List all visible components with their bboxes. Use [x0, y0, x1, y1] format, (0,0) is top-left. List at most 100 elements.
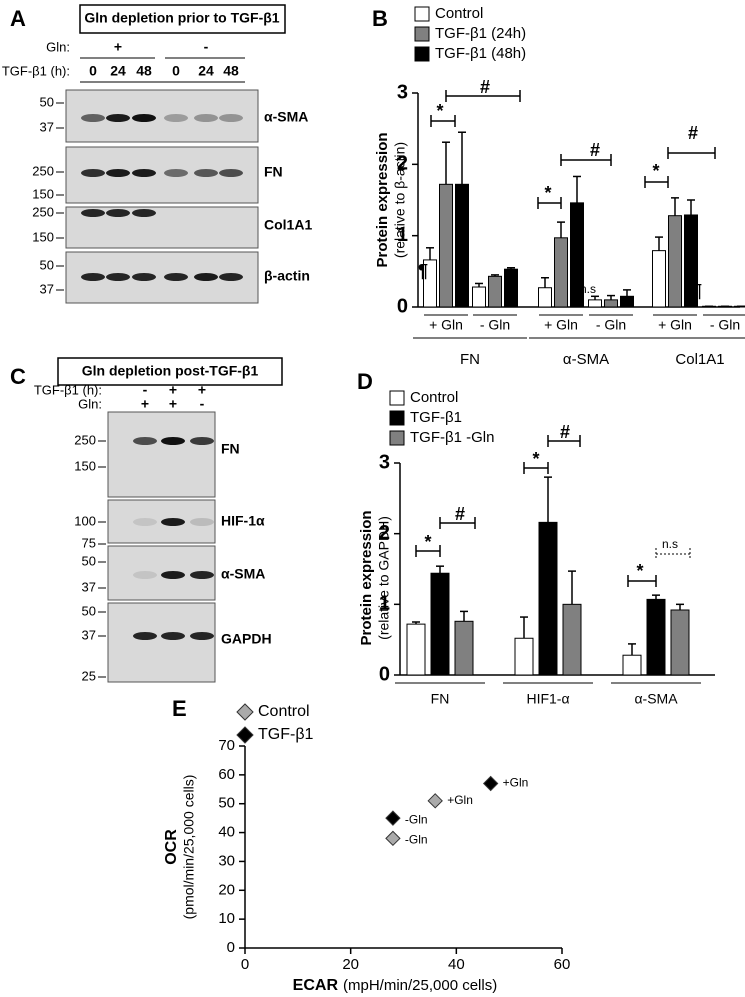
y-tick-label: 60	[218, 766, 235, 783]
blot-band	[161, 571, 185, 579]
legend-swatch	[414, 46, 430, 62]
x-tick-label: 20	[342, 956, 359, 973]
blot-band	[164, 169, 188, 177]
bar	[423, 259, 437, 308]
x-tick-label: FN	[431, 691, 450, 707]
lane-label: 24	[110, 63, 126, 79]
bar	[538, 521, 558, 676]
bar	[514, 637, 534, 676]
point	[427, 793, 443, 809]
legend-label: Control	[435, 5, 483, 22]
mw-marker: 37	[40, 119, 54, 134]
annotation: *	[636, 561, 643, 581]
mw-marker: 250	[32, 163, 54, 178]
legend-label: Control	[410, 389, 458, 406]
blot-band	[164, 114, 188, 122]
bar	[472, 286, 486, 308]
mw-marker: 50	[82, 553, 96, 568]
bar	[439, 183, 453, 308]
bar	[718, 305, 732, 308]
blot-band	[219, 169, 243, 177]
protein-label: α-SMA	[221, 566, 265, 582]
mw-marker: 150	[32, 229, 54, 244]
mw-marker: 50	[40, 94, 54, 109]
annotation: *	[544, 183, 551, 203]
x-tick-label: 0	[241, 956, 249, 973]
bar	[570, 202, 584, 308]
legend-marker	[236, 703, 254, 721]
y-tick-label: 2	[379, 522, 390, 544]
bar	[554, 237, 568, 308]
legend-label: TGF-β1	[258, 726, 314, 743]
legend-swatch	[389, 390, 405, 406]
y-tick-label: 20	[218, 881, 235, 898]
row-label: TGF-β1 (h):	[34, 382, 102, 397]
blot-band	[190, 571, 214, 579]
lane-label: 0	[172, 63, 180, 79]
blot-band	[161, 518, 185, 526]
annotation: ¶	[418, 261, 428, 281]
point-label: +Gln	[503, 776, 529, 790]
protein-label: Col1A1	[264, 217, 312, 233]
x-tick-label: - Gln	[710, 317, 740, 333]
mw-marker: 50	[82, 603, 96, 618]
blot-panel	[107, 411, 216, 498]
protein-label: GAPDH	[221, 631, 272, 647]
blot-band	[106, 209, 130, 217]
blot-band	[81, 114, 105, 122]
legend-swatch	[414, 26, 430, 42]
bar	[668, 215, 682, 308]
legend-label: TGF-β1 -Gln	[410, 429, 494, 446]
legend-label: TGF-β1	[410, 409, 462, 426]
lane-label: -	[200, 396, 205, 412]
annotation: #	[688, 123, 698, 143]
annotation: *	[436, 101, 443, 121]
lane-label: +	[141, 396, 149, 412]
legend-swatch	[389, 410, 405, 426]
x-tick-label: - Gln	[596, 317, 626, 333]
y-tick-label: 3	[379, 451, 390, 473]
x-tick-label: α-SMA	[634, 691, 678, 707]
blot-band	[161, 437, 185, 445]
y-tick-label: 50	[218, 795, 235, 812]
mw-marker: 250	[32, 204, 54, 219]
protein-label: HIF-1α	[221, 513, 265, 529]
mw-marker: 150	[32, 186, 54, 201]
bar	[455, 183, 469, 308]
blot-band	[133, 632, 157, 640]
blot-band	[106, 169, 130, 177]
blot-band	[132, 169, 156, 177]
protein-label: β-actin	[264, 268, 310, 284]
y-axis-label-note: (pmol/min/25,000 cells)	[181, 775, 197, 920]
y-tick-label: 40	[218, 824, 235, 841]
group-label: α-SMA	[563, 351, 609, 368]
blot-band	[190, 437, 214, 445]
blot-panel	[107, 602, 216, 683]
bar	[622, 654, 642, 676]
y-axis-label: OCR	[163, 829, 180, 865]
blot-band	[190, 518, 214, 526]
row-label: TGF-β1 (h):	[2, 63, 70, 78]
mw-marker: 75	[82, 535, 96, 550]
mw-marker: 37	[82, 627, 96, 642]
blot-band	[133, 518, 157, 526]
panel-label: D	[357, 369, 373, 394]
y-tick-label: 1	[379, 593, 390, 615]
legend-marker	[236, 726, 254, 744]
bar	[652, 250, 666, 308]
lane-label: 24	[198, 63, 214, 79]
protein-label: FN	[264, 164, 283, 180]
annotation: #	[480, 77, 490, 97]
bar	[684, 214, 698, 308]
mw-marker: 37	[82, 579, 96, 594]
x-tick-label: HIF1-α	[526, 691, 569, 707]
bar	[504, 268, 518, 308]
legend-label: TGF-β1 (48h)	[435, 45, 526, 62]
mw-marker: 100	[74, 513, 96, 528]
bar	[670, 609, 690, 676]
point	[482, 775, 499, 792]
blot-band	[133, 571, 157, 579]
x-axis-label-note: (mpH/min/25,000 cells)	[343, 977, 497, 994]
x-tick-label: + Gln	[429, 317, 463, 333]
blot-band	[219, 273, 243, 281]
